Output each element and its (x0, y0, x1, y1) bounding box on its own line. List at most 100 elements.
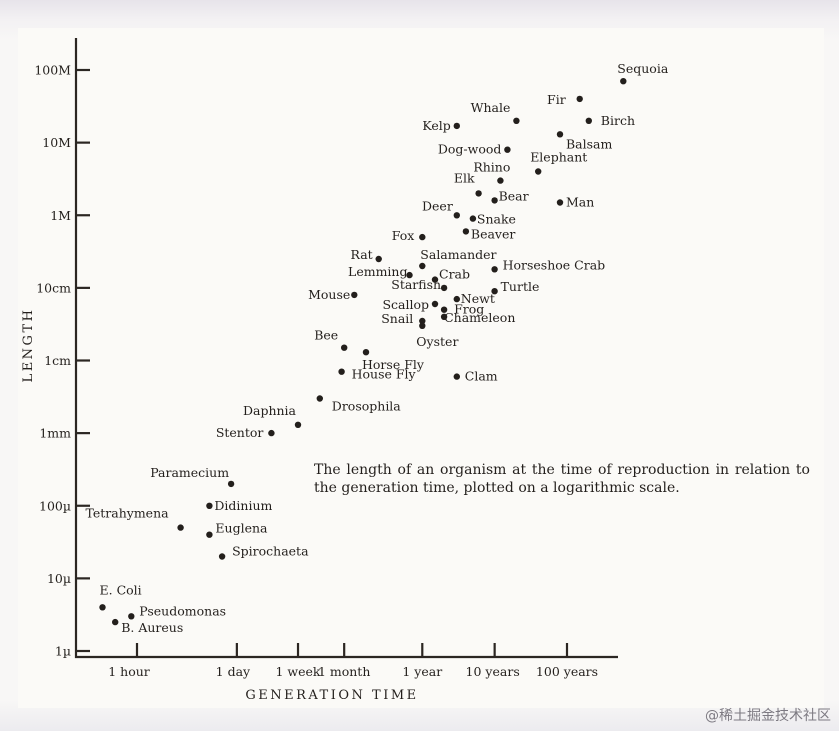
x-tick-label: 1 day (216, 664, 251, 679)
point-mouse (351, 291, 358, 299)
label-whale: Whale (471, 100, 511, 115)
point-didinium (206, 502, 213, 509)
label-daphnia: Daphnia (243, 403, 297, 418)
tick-marks: 1µ 10µ 100µ 1mm 1cm 10cm 1M 10M 100M 1 hour 1 day 1… (34, 63, 598, 680)
point-horseshoe-crab (491, 266, 498, 273)
label-deer: Deer (422, 198, 453, 213)
point-rhino (497, 177, 504, 184)
x-tick-label: 1 year (402, 664, 442, 679)
point-snail (419, 317, 426, 325)
label-euglena: Euglena (215, 521, 268, 536)
y-tick-label: 1M (50, 208, 71, 223)
label-paramecium: Paramecium (150, 465, 229, 480)
data-points: Sequoia Fir Birch Whale Kelp Balsam Dog-wood El… (86, 61, 669, 635)
point-elk (475, 190, 482, 197)
label-bee: Bee (314, 328, 338, 343)
point-balsam (556, 131, 564, 138)
point-crab (431, 276, 439, 283)
point-beaver (462, 228, 470, 235)
source-watermark: @稀土掘金技术社区 (705, 708, 831, 724)
label-fir: Fir (547, 92, 566, 107)
point-sequoia (620, 78, 627, 85)
point-e-coli (99, 604, 106, 611)
y-tick-label: 1mm (39, 426, 71, 441)
point-daphnia (294, 421, 302, 428)
point-horse-fly (362, 349, 370, 356)
label-snake: Snake (477, 212, 516, 227)
point-rat (375, 255, 382, 263)
label-stentor: Stentor (216, 425, 264, 440)
point-stentor (268, 429, 275, 437)
point-newt (453, 295, 460, 303)
y-tick-label: 10M (42, 135, 71, 150)
label-e-coli: E. Coli (100, 582, 142, 597)
y-tick-label: 1cm (44, 353, 71, 368)
point-whale (513, 117, 520, 125)
label-kelp: Kelp (422, 118, 450, 133)
point-oyster (419, 322, 426, 329)
x-axis-title: GENERATION TIME (245, 688, 418, 703)
label-horse-fly: Horse Fly (362, 357, 425, 372)
point-chameleon (440, 313, 448, 320)
label-man: Man (566, 195, 594, 210)
y-tick-label: 1µ (55, 644, 71, 659)
label-clam: Clam (465, 369, 498, 384)
label-fox: Fox (392, 228, 415, 243)
point-frog (440, 306, 448, 313)
point-bear (491, 197, 498, 204)
point-b-aureus (112, 618, 119, 626)
point-starfish (440, 284, 448, 292)
label-bear: Bear (499, 188, 529, 203)
label-lemming: Lemming (348, 264, 407, 279)
label-crab: Crab (439, 267, 470, 282)
y-tick-label: 100µ (39, 498, 71, 513)
label-elk: Elk (454, 170, 475, 185)
point-snake (469, 215, 477, 222)
label-snail: Snail (381, 311, 413, 326)
label-balsam: Balsam (566, 136, 613, 151)
label-dog-wood: Dog-wood (438, 142, 502, 157)
label-rhino: Rhino (473, 160, 510, 175)
point-drosophila (316, 395, 323, 402)
point-kelp (453, 122, 460, 130)
label-newt: Newt (461, 291, 495, 306)
label-salamander: Salamander (420, 247, 496, 262)
label-chameleon: Chameleon (444, 310, 515, 325)
y-tick-label: 10cm (36, 280, 71, 295)
label-scallop: Scallop (382, 297, 429, 312)
label-starfish: Starfish (391, 277, 441, 292)
figure-caption: The length of an organism at the time of… (314, 462, 810, 496)
y-axis-title: LENGTH (21, 308, 36, 383)
label-tetrahymena: Tetrahymena (86, 506, 170, 521)
point-tetrahymena (177, 524, 184, 531)
point-birch (585, 117, 592, 125)
label-drosophila: Drosophila (332, 399, 402, 414)
book-page (18, 28, 824, 708)
point-dog-wood (504, 146, 511, 153)
y-tick-label: 100M (34, 63, 71, 78)
label-pseudomonas: Pseudomonas (139, 603, 226, 618)
point-spirochaeta (218, 553, 226, 560)
x-tick-label: 10 years (466, 664, 520, 679)
point-salamander (419, 262, 426, 270)
axes (74, 38, 618, 659)
point-paramecium (227, 480, 235, 488)
point-fir (576, 95, 583, 103)
x-tick-label: 1 month (318, 664, 370, 679)
label-didinium: Didinium (214, 498, 272, 513)
point-deer (453, 212, 460, 219)
label-horseshoe-crab: Horseshoe Crab (503, 257, 606, 272)
label-elephant: Elephant (530, 150, 587, 165)
label-frog: Frog (454, 302, 484, 317)
y-tick-label: 10µ (47, 571, 71, 586)
label-rat: Rat (351, 247, 373, 262)
x-tick-label: 1 week (276, 664, 321, 679)
point-scallop (431, 300, 439, 308)
point-turtle (491, 288, 498, 295)
axis-lines (74, 38, 618, 659)
point-elephant (535, 168, 542, 175)
x-tick-label: 100 years (536, 664, 598, 679)
point-man (556, 199, 564, 206)
